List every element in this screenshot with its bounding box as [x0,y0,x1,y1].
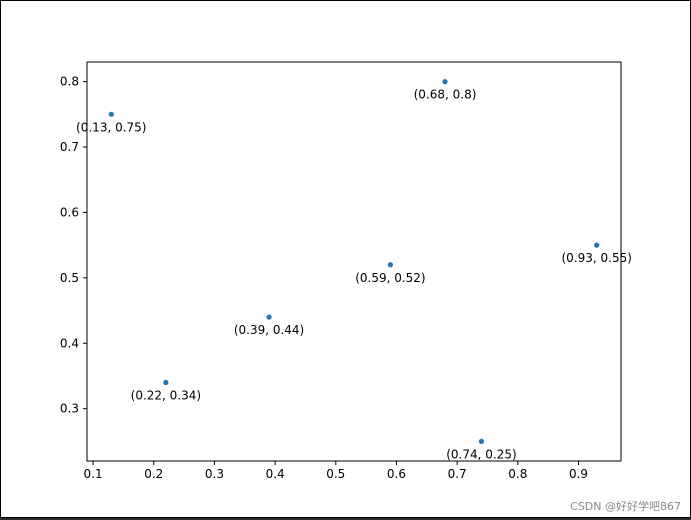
y-axis: 0.3 0.4 0.5 0.6 0.7 0.8 [60,75,87,416]
data-label: (0.59, 0.52) [355,271,425,285]
watermark: CSDN @好好学吧867 [570,500,681,513]
data-label: (0.74, 0.25) [446,447,516,461]
x-tick-label: 0.8 [508,467,527,481]
x-tick-label: 0.5 [326,467,345,481]
x-axis: 0.1 0.2 0.3 0.4 0.5 0.6 0.7 0.8 0.9 [84,461,588,481]
data-label: (0.13, 0.75) [76,120,146,134]
data-point [387,262,394,268]
data-point [108,111,114,117]
data-point [594,242,600,248]
data-label: (0.68, 0.8) [414,88,477,102]
plot-area [86,61,622,462]
x-tick-label: 0.3 [205,467,224,481]
y-tick-label: 0.5 [60,271,79,285]
data-point [163,379,169,386]
window-bottom-edge [0,518,691,520]
data-label: (0.22, 0.34) [131,389,201,403]
data-point [478,438,485,444]
x-tick-label: 0.2 [144,467,163,481]
x-tick-label: 0.4 [266,467,285,481]
y-tick-label: 0.3 [60,402,79,416]
data-labels: (0.13, 0.75) (0.22, 0.34) (0.39, 0.44) (0.5… [76,88,632,462]
data-points [108,79,600,444]
x-tick-label: 0.6 [387,467,406,481]
x-tick-label: 0.9 [569,467,588,481]
y-tick-label: 0.4 [60,336,79,350]
data-label: (0.93, 0.55) [562,251,632,265]
y-tick-label: 0.6 [60,205,79,219]
x-tick-label: 0.7 [448,467,467,481]
x-tick-label: 0.1 [84,467,103,481]
axes-frame [86,61,622,462]
data-point [442,79,448,85]
y-tick-label: 0.7 [60,140,79,154]
data-point [266,314,272,320]
data-label: (0.39, 0.44) [234,323,304,337]
y-tick-label: 0.8 [60,75,79,89]
